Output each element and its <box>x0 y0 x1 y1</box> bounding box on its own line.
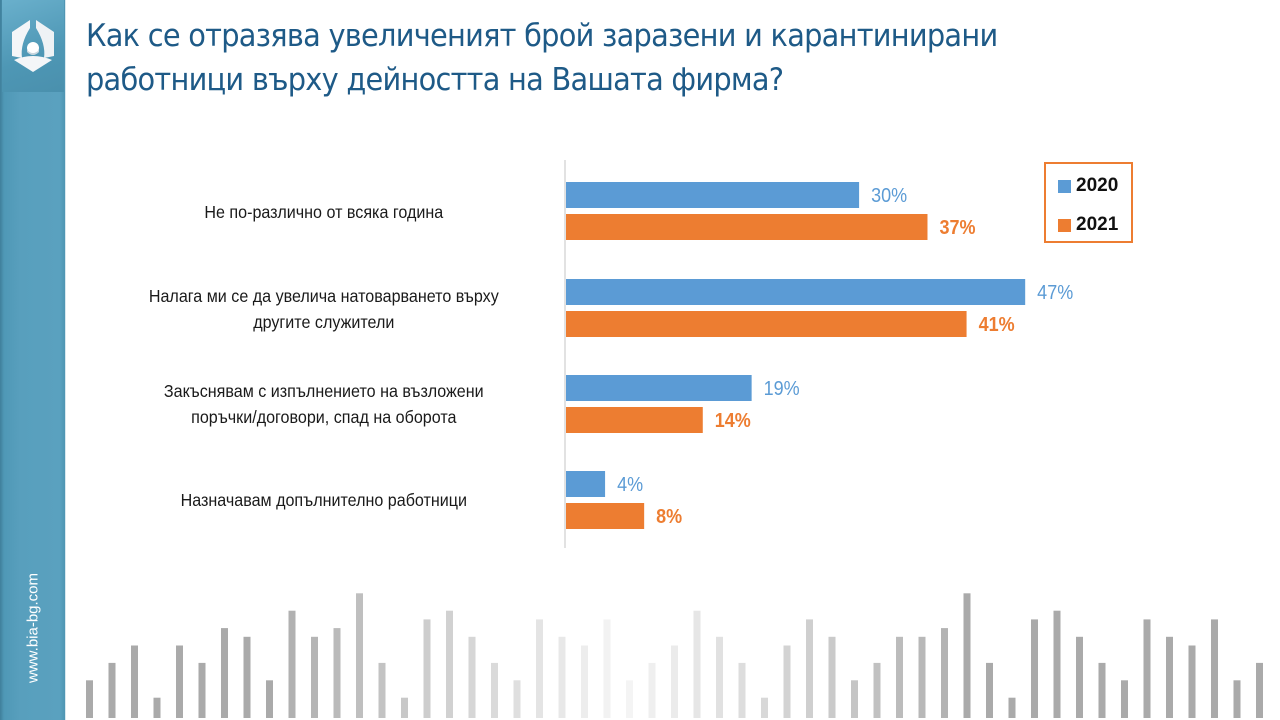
page-title: Как се отразява увеличеният брой заразен… <box>86 14 1109 102</box>
decorative-bar <box>648 662 656 718</box>
decorative-bar <box>1008 697 1016 718</box>
decorative-bar <box>1233 680 1241 718</box>
decorative-bar <box>288 610 296 718</box>
legend-item-2020: 2020 <box>1058 175 1118 197</box>
legend-swatch-2020 <box>1058 179 1071 193</box>
decorative-bar <box>198 662 206 718</box>
decorative-bar <box>221 628 228 718</box>
bar-2020-2 <box>566 375 752 401</box>
legend-swatch-2021 <box>1058 218 1071 232</box>
decorative-bar <box>468 636 476 718</box>
decorative-bar <box>738 662 746 718</box>
logo-box[interactable] <box>2 0 64 92</box>
category-label-line: поръчки/договори, спад на оборота <box>191 407 457 427</box>
decorative-bar <box>1188 645 1196 718</box>
legend-label-2020: 2020 <box>1076 175 1119 196</box>
decorative-bar <box>356 593 363 718</box>
bar-2020-0 <box>566 182 860 208</box>
data-label-2020-2: 19% <box>764 378 800 400</box>
decorative-bar <box>1211 619 1218 718</box>
decorative-bar <box>1256 662 1263 718</box>
decorative-bar <box>1053 610 1061 718</box>
bar-2021-0 <box>566 214 928 240</box>
decorative-bar <box>671 645 678 718</box>
decorative-bar <box>918 636 926 718</box>
decorative-bar <box>896 636 903 718</box>
decorative-bar <box>423 619 431 718</box>
category-label-3: Назначавам допълнително работници <box>108 487 540 513</box>
decorative-bar <box>963 593 971 718</box>
decorative-bar <box>311 636 318 718</box>
decorative-bar <box>536 619 543 718</box>
decorative-bar <box>761 697 768 718</box>
decorative-bar <box>131 645 138 718</box>
legend-item-2021: 2021 <box>1058 214 1118 236</box>
data-label-2021-1: 41% <box>979 314 1015 336</box>
decorative-bar <box>828 636 836 718</box>
data-label-2020-1: 47% <box>1037 282 1073 304</box>
data-label-2020-0: 30% <box>871 185 907 207</box>
decorative-bar <box>1098 662 1106 718</box>
decorative-bar <box>783 645 791 718</box>
decorative-bar <box>108 662 116 718</box>
decorative-bar <box>986 662 993 718</box>
decorative-bar <box>153 697 161 718</box>
decorative-bar <box>1121 680 1128 718</box>
decorative-bar <box>873 662 881 718</box>
category-label-2: Закъснявам с изпълнението на възложени по… <box>108 378 540 430</box>
decorative-bar <box>513 680 521 718</box>
data-label-2020-3: 4% <box>617 474 643 496</box>
bar-2020-3 <box>566 471 606 497</box>
decorative-bar <box>1076 636 1083 718</box>
decorative-bar <box>491 662 498 718</box>
category-label-line: Налага ми се да увелича натоварването въ… <box>148 286 499 306</box>
category-label-line: Не по-различно от всяка година <box>204 202 444 222</box>
category-label-1: Налага ми се да увелича натоварването въ… <box>108 283 540 335</box>
decorative-bar <box>86 680 93 718</box>
data-label-2021-3: 8% <box>656 506 682 528</box>
category-label-0: Не по-различно от всяка година <box>108 199 540 225</box>
legend-label-2021: 2021 <box>1076 214 1119 235</box>
decorative-bar <box>558 636 566 718</box>
category-label-line: Назначавам допълнително работници <box>180 490 468 510</box>
decorative-bar <box>243 636 251 718</box>
decorative-bar <box>941 628 948 718</box>
decorative-bar <box>581 645 588 718</box>
decorative-bar <box>266 680 273 718</box>
decorative-bar <box>401 697 408 718</box>
decorative-bar <box>1031 619 1038 718</box>
chart-legend: 2020 2021 <box>1044 162 1133 243</box>
decorative-bar <box>176 645 183 718</box>
decorative-bar <box>333 628 341 718</box>
bar-2021-2 <box>566 407 703 433</box>
bar-2021-1 <box>566 311 967 337</box>
decorative-bar <box>1166 636 1173 718</box>
decorative-bar <box>378 662 386 718</box>
decorative-bar <box>626 680 633 718</box>
title-line-2: работници върху дейността на Вашата фирм… <box>86 62 784 98</box>
decorative-bar <box>851 680 858 718</box>
bar-2021-3 <box>566 503 645 529</box>
category-label-line: другите служители <box>253 312 395 332</box>
data-label-2021-0: 37% <box>939 217 975 239</box>
category-label-line: Закъснявам с изпълнението на възложени <box>163 381 484 401</box>
bia-logo-icon <box>12 20 54 72</box>
title-line-1: Как се отразява увеличеният брой заразен… <box>86 18 998 54</box>
decorative-bar <box>806 619 813 718</box>
data-label-2021-2: 14% <box>715 410 751 432</box>
sidebar: www.bia-bg.com <box>0 0 66 720</box>
decorative-bar <box>446 610 453 718</box>
decorative-bar <box>693 610 701 718</box>
decorative-bar <box>1143 619 1151 718</box>
decorative-bar <box>603 619 611 718</box>
bar-2020-1 <box>566 279 1026 305</box>
decorative-bar <box>716 636 723 718</box>
